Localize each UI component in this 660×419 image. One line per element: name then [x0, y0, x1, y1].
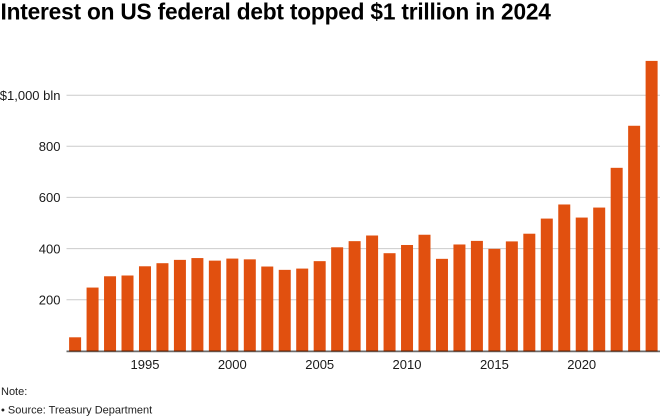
svg-text:Note:: Note: [1, 386, 27, 398]
svg-text:2010: 2010 [393, 357, 422, 372]
svg-text:2020: 2020 [567, 357, 596, 372]
svg-text:400: 400 [39, 241, 61, 256]
svg-text:1995: 1995 [131, 357, 160, 372]
svg-text:• Source: Treasury Department: • Source: Treasury Department [1, 405, 152, 417]
svg-text:$1,000 bln: $1,000 bln [0, 88, 61, 103]
svg-text:Interest on US federal debt to: Interest on US federal debt topped $1 tr… [1, 0, 552, 24]
svg-text:2015: 2015 [480, 357, 509, 372]
svg-text:200: 200 [39, 293, 61, 308]
svg-text:800: 800 [39, 139, 61, 154]
svg-text:2000: 2000 [218, 357, 247, 372]
svg-text:2005: 2005 [305, 357, 334, 372]
svg-text:600: 600 [39, 190, 61, 205]
